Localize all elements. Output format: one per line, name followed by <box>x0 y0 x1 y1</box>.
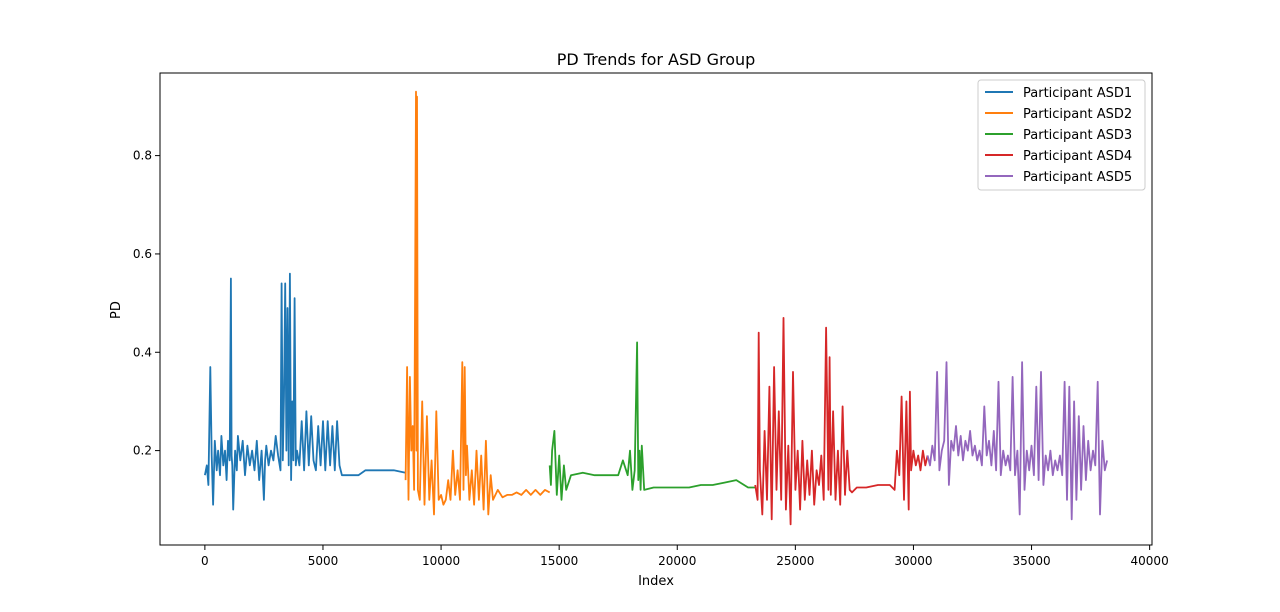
x-tick-label: 20000 <box>658 554 696 568</box>
x-tick-label: 10000 <box>422 554 460 568</box>
series-line-5 <box>926 361 1108 521</box>
y-tick-label: 0.4 <box>133 345 152 359</box>
y-axis-label: PD <box>109 301 124 319</box>
y-axis: 0.2 0.4 0.6 0.8 <box>133 149 160 458</box>
chart-title: PD Trends for ASD Group <box>557 50 756 69</box>
y-tick-label: 0.2 <box>133 444 152 458</box>
legend: Participant ASD1 Participant ASD2 Particip… <box>977 79 1146 191</box>
y-tick-label: 0.8 <box>133 149 152 163</box>
y-tick-label: 0.6 <box>133 247 152 261</box>
x-tick-label: 30000 <box>894 554 932 568</box>
legend-entry: Participant ASD3 <box>1023 128 1132 143</box>
x-tick-label: 35000 <box>1012 554 1050 568</box>
legend-box <box>977 79 1146 191</box>
x-tick-label: 25000 <box>776 554 814 568</box>
x-axis: 0 5000 10000 15000 20000 25000 30000 35000 40000 <box>201 545 1169 568</box>
series-line-1 <box>204 272 406 511</box>
legend-entry: Participant ASD2 <box>1023 107 1132 122</box>
x-tick-label: 5000 <box>308 554 339 568</box>
plot-frame <box>159 72 1153 546</box>
x-axis-label: Index <box>638 574 674 589</box>
legend-entry: Participant ASD4 <box>1023 149 1132 164</box>
x-tick-label: 40000 <box>1131 554 1169 568</box>
x-tick-label: 0 <box>201 554 209 568</box>
legend-entry: Participant ASD5 <box>1023 170 1132 185</box>
series-line-2 <box>404 90 551 516</box>
series-layer <box>204 90 1108 526</box>
x-tick-label: 15000 <box>540 554 578 568</box>
series-line-3 <box>548 341 756 501</box>
series-line-4 <box>754 316 929 526</box>
legend-entry: Participant ASD1 <box>1023 86 1132 101</box>
